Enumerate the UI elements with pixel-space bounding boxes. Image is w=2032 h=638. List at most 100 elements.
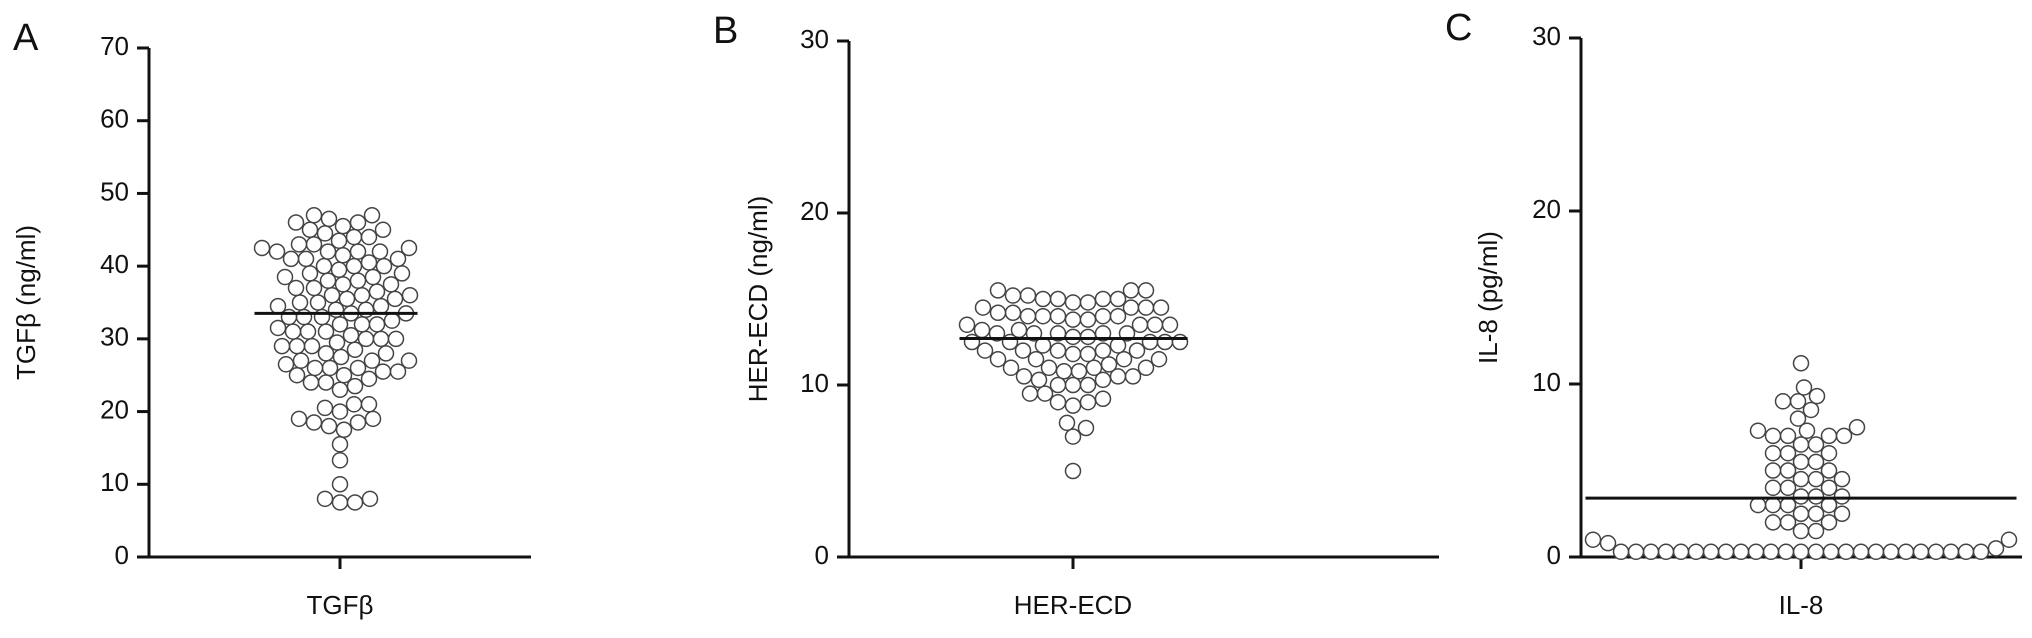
y-tick-label: 0 xyxy=(1547,540,1561,570)
data-point xyxy=(253,239,271,257)
y-tick-label: 40 xyxy=(100,249,129,279)
data-point xyxy=(1957,543,1975,561)
data-point xyxy=(1972,543,1990,561)
y-tick-label: 30 xyxy=(100,322,129,352)
data-point xyxy=(1749,422,1767,439)
data-point xyxy=(372,330,390,348)
data-point xyxy=(963,333,981,351)
data-point xyxy=(1094,390,1112,408)
data-point xyxy=(1820,444,1838,462)
data-point xyxy=(1792,488,1810,505)
y-tick-label: 20 xyxy=(1532,194,1561,224)
data-point xyxy=(383,312,401,329)
data-point xyxy=(1627,543,1645,561)
data-point xyxy=(332,348,350,366)
y-tick-label: 50 xyxy=(100,176,129,206)
data-point xyxy=(349,214,367,231)
data-point xyxy=(1137,299,1155,316)
data-point xyxy=(1795,379,1813,396)
data-point xyxy=(1762,543,1780,561)
data-point xyxy=(1027,350,1045,368)
data-point xyxy=(305,206,323,224)
data-point xyxy=(1079,294,1097,311)
data-point xyxy=(989,304,1007,322)
data-point xyxy=(303,337,321,355)
data-point xyxy=(1820,462,1838,479)
data-point xyxy=(305,414,323,431)
data-point xyxy=(389,250,407,268)
data-point xyxy=(1789,393,1807,410)
data-point xyxy=(346,377,364,395)
panel-label: C xyxy=(1445,7,1472,49)
data-point xyxy=(400,239,418,257)
data-point xyxy=(277,356,295,373)
data-point xyxy=(1792,543,1810,561)
data-point xyxy=(1150,350,1168,368)
data-point xyxy=(282,250,300,268)
data-point xyxy=(349,359,367,377)
data-point xyxy=(357,330,375,348)
data-point xyxy=(364,410,382,428)
data-point xyxy=(320,210,338,228)
data-point xyxy=(368,316,386,333)
data-point xyxy=(346,494,364,511)
data-point xyxy=(1004,304,1022,322)
data-point xyxy=(353,286,371,304)
data-point xyxy=(1802,401,1820,419)
data-point xyxy=(1014,342,1032,359)
data-point xyxy=(1064,428,1082,445)
data-point xyxy=(1820,479,1838,497)
data-point xyxy=(1777,543,1795,561)
data-point xyxy=(387,330,405,348)
x-tick-label: IL-8 xyxy=(1779,590,1824,620)
data-point xyxy=(1833,470,1851,488)
data-point xyxy=(989,282,1007,299)
data-point xyxy=(330,261,348,279)
data-point xyxy=(1109,290,1127,308)
data-point xyxy=(269,297,287,315)
data-point xyxy=(1040,359,1058,377)
data-point xyxy=(335,421,353,438)
y-tick-label: 10 xyxy=(1532,367,1561,397)
data-point xyxy=(291,294,309,311)
data-point xyxy=(317,374,335,391)
data-point xyxy=(287,279,305,297)
data-point xyxy=(1058,414,1076,432)
x-tick-label: HER-ECD xyxy=(1014,590,1132,620)
data-point xyxy=(1822,543,1840,561)
data-point xyxy=(1882,543,1900,561)
data-point xyxy=(1897,543,1915,561)
data-point xyxy=(309,294,327,311)
data-point xyxy=(299,323,317,340)
y-axis-label: TGFβ (ng/ml) xyxy=(11,225,41,380)
data-point xyxy=(269,319,287,337)
data-point xyxy=(316,399,334,417)
data-point xyxy=(1942,543,1960,561)
data-point xyxy=(1807,522,1825,540)
data-point xyxy=(1779,427,1797,445)
data-point xyxy=(1820,514,1838,531)
data-point xyxy=(1764,462,1782,479)
data-point xyxy=(1094,342,1112,359)
data-point xyxy=(301,265,319,282)
data-point xyxy=(335,366,353,384)
data-point xyxy=(1837,543,1855,561)
data-point xyxy=(1049,342,1067,359)
data-point xyxy=(317,345,335,362)
data-point xyxy=(1779,496,1797,514)
data-point xyxy=(1764,496,1782,514)
data-point xyxy=(1732,543,1750,561)
data-point xyxy=(290,236,308,253)
data-point xyxy=(360,370,378,388)
data-point xyxy=(976,342,994,359)
data-point xyxy=(334,276,352,293)
data-point xyxy=(1064,376,1082,394)
data-point xyxy=(1064,462,1082,480)
data-point xyxy=(1156,333,1174,351)
data-point xyxy=(349,243,367,260)
data-point xyxy=(1774,393,1792,410)
data-point xyxy=(1792,505,1810,522)
data-point xyxy=(1612,543,1630,561)
data-point xyxy=(1034,307,1052,325)
